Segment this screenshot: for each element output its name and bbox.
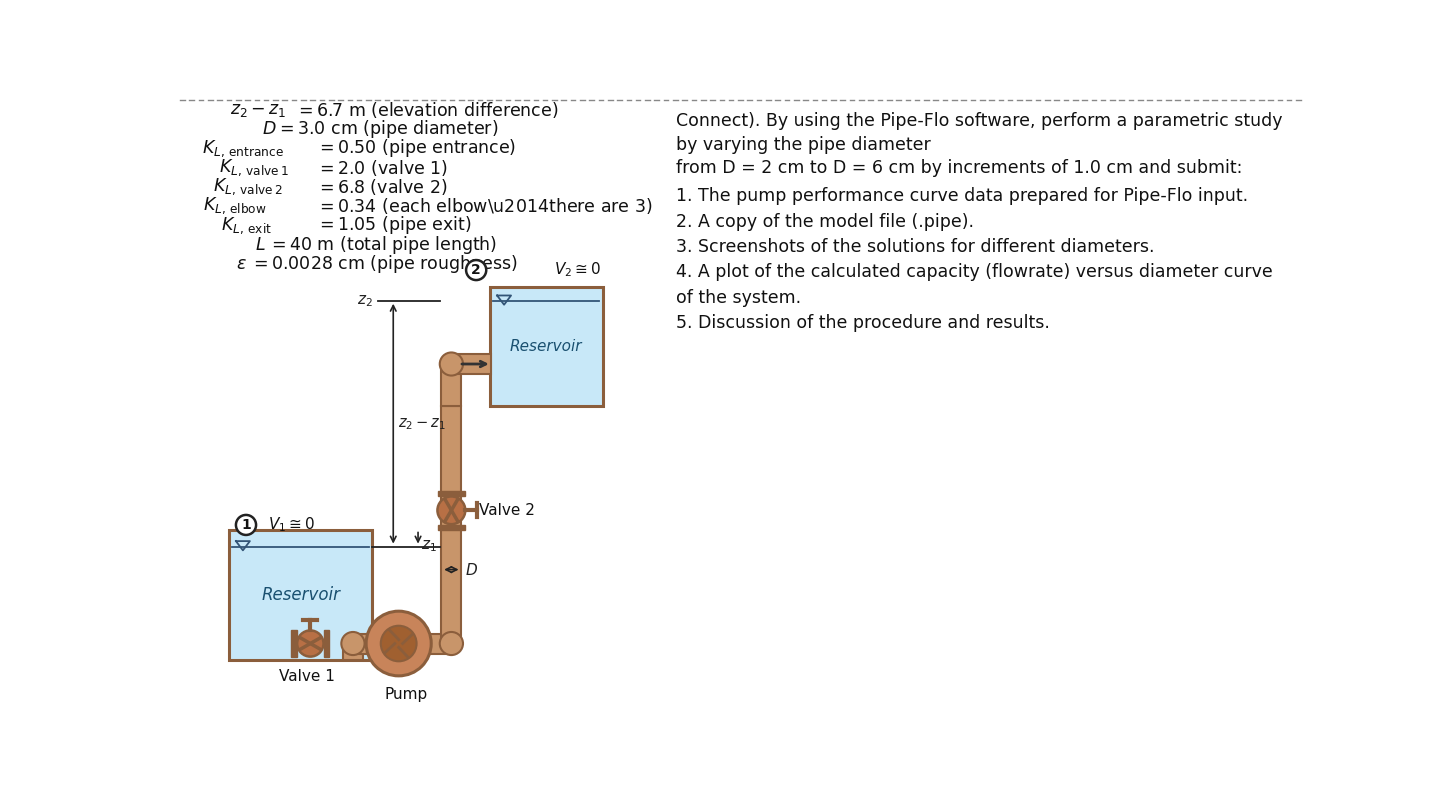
Text: $= 1.05$ (pipe exit): $= 1.05$ (pipe exit) bbox=[316, 214, 471, 237]
Text: Pump: Pump bbox=[385, 688, 428, 703]
Bar bbox=[229, 530, 372, 661]
Text: $V_2 \cong 0$: $V_2 \cong 0$ bbox=[553, 260, 601, 279]
Text: $= 40$ m (total pipe length): $= 40$ m (total pipe length) bbox=[268, 233, 497, 256]
Circle shape bbox=[236, 515, 256, 535]
Text: $= 6.8$ (valve 2): $= 6.8$ (valve 2) bbox=[316, 177, 447, 197]
Bar bbox=[438, 491, 464, 496]
Bar bbox=[438, 525, 464, 530]
Text: 4. A plot of the calculated capacity (flowrate) versus diameter curve: 4. A plot of the calculated capacity (fl… bbox=[676, 264, 1272, 281]
Text: Reservoir: Reservoir bbox=[510, 339, 582, 354]
Text: Reservoir: Reservoir bbox=[261, 586, 340, 604]
Text: $K_{L,\,\mathrm{entrance}}$: $K_{L,\,\mathrm{entrance}}$ bbox=[202, 138, 284, 159]
Text: 2: 2 bbox=[471, 263, 481, 277]
Text: Valve 2: Valve 2 bbox=[480, 503, 535, 518]
Text: $D$: $D$ bbox=[465, 561, 478, 577]
Bar bbox=[353, 634, 451, 653]
Bar bbox=[441, 407, 461, 643]
Text: $= 6.7$ m (elevation difference): $= 6.7$ m (elevation difference) bbox=[295, 100, 558, 120]
Circle shape bbox=[297, 630, 323, 657]
Text: $z_2$: $z_2$ bbox=[357, 293, 373, 309]
Text: $z_2-z_1$: $z_2-z_1$ bbox=[231, 101, 287, 119]
Circle shape bbox=[438, 496, 465, 524]
Text: Connect). By using the Pipe-Flo software, perform a parametric study: Connect). By using the Pipe-Flo software… bbox=[676, 113, 1282, 130]
Text: $V_1 \cong 0$: $V_1 \cong 0$ bbox=[268, 515, 314, 534]
Text: $= 0.0028$ cm (pipe roughness): $= 0.0028$ cm (pipe roughness) bbox=[249, 253, 517, 275]
Text: 3. Screenshots of the solutions for different diameters.: 3. Screenshots of the solutions for diff… bbox=[676, 238, 1154, 256]
Text: $K_{L,\,\mathrm{elbow}}$: $K_{L,\,\mathrm{elbow}}$ bbox=[203, 196, 267, 217]
Text: $L$: $L$ bbox=[255, 236, 265, 253]
Bar bbox=[490, 287, 602, 407]
Circle shape bbox=[465, 260, 486, 280]
Circle shape bbox=[440, 632, 463, 655]
Text: $D$: $D$ bbox=[261, 120, 277, 138]
Bar bbox=[441, 364, 461, 407]
Bar bbox=[343, 643, 363, 661]
Text: $K_{L,\,\mathrm{valve\,2}}$: $K_{L,\,\mathrm{valve\,2}}$ bbox=[213, 176, 282, 197]
Text: $= 0.34$ (each elbow\u2014there are 3): $= 0.34$ (each elbow\u2014there are 3) bbox=[316, 196, 653, 216]
Text: $K_{L,\,\mathrm{exit}}$: $K_{L,\,\mathrm{exit}}$ bbox=[222, 215, 272, 236]
Text: $= 0.50$ (pipe entrance): $= 0.50$ (pipe entrance) bbox=[316, 137, 516, 160]
Text: $z_2 - z_1$: $z_2 - z_1$ bbox=[398, 416, 445, 431]
Text: $= 2.0$ (valve 1): $= 2.0$ (valve 1) bbox=[316, 158, 448, 178]
Text: 2. A copy of the model file (.pipe).: 2. A copy of the model file (.pipe). bbox=[676, 213, 974, 230]
Bar bbox=[451, 354, 491, 374]
Bar bbox=[291, 630, 297, 657]
Text: Valve 1: Valve 1 bbox=[278, 669, 334, 684]
Circle shape bbox=[366, 611, 431, 676]
Text: 1: 1 bbox=[241, 518, 251, 532]
Text: $\varepsilon$: $\varepsilon$ bbox=[236, 255, 246, 273]
Text: $K_{L,\,\mathrm{valve\,1}}$: $K_{L,\,\mathrm{valve\,1}}$ bbox=[219, 157, 288, 178]
Text: of the system.: of the system. bbox=[676, 289, 801, 306]
Bar bbox=[324, 630, 330, 657]
Circle shape bbox=[440, 353, 463, 376]
Circle shape bbox=[342, 632, 365, 655]
Text: 5. Discussion of the procedure and results.: 5. Discussion of the procedure and resul… bbox=[676, 314, 1050, 332]
Text: $= 3.0$ cm (pipe diameter): $= 3.0$ cm (pipe diameter) bbox=[277, 118, 499, 141]
Text: 1. The pump performance curve data prepared for Pipe-Flo input.: 1. The pump performance curve data prepa… bbox=[676, 187, 1248, 205]
Circle shape bbox=[380, 626, 416, 661]
Text: from D = 2 cm to D = 6 cm by increments of 1.0 cm and submit:: from D = 2 cm to D = 6 cm by increments … bbox=[676, 159, 1242, 176]
Text: by varying the pipe diameter: by varying the pipe diameter bbox=[676, 136, 931, 153]
Text: $z_1$: $z_1$ bbox=[421, 538, 437, 554]
